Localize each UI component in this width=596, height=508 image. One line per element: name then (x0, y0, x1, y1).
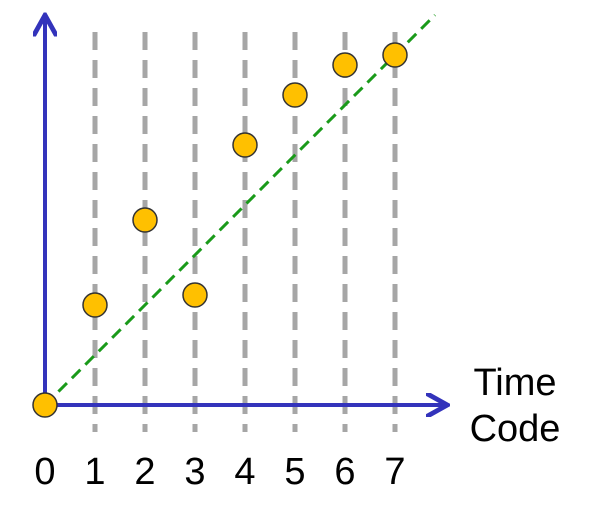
point (182, 282, 208, 308)
point (132, 207, 158, 233)
point (32, 392, 58, 418)
point (382, 42, 408, 68)
x-tick-label: 4 (234, 451, 255, 493)
x-tick-label: 0 (34, 451, 55, 493)
x-tick-label: 2 (134, 451, 155, 493)
x-tick-label: 7 (384, 451, 405, 493)
point (232, 132, 258, 158)
x-tick-label: 1 (84, 451, 105, 493)
point (282, 82, 308, 108)
x-axis-label: Time Code (469, 362, 561, 450)
x-tick-label: 6 (334, 451, 355, 493)
x-tick-label: 5 (284, 451, 305, 493)
point (82, 292, 108, 318)
point (332, 52, 358, 78)
x-tick-label: 3 (184, 451, 205, 493)
reference-line (43, 13, 437, 407)
